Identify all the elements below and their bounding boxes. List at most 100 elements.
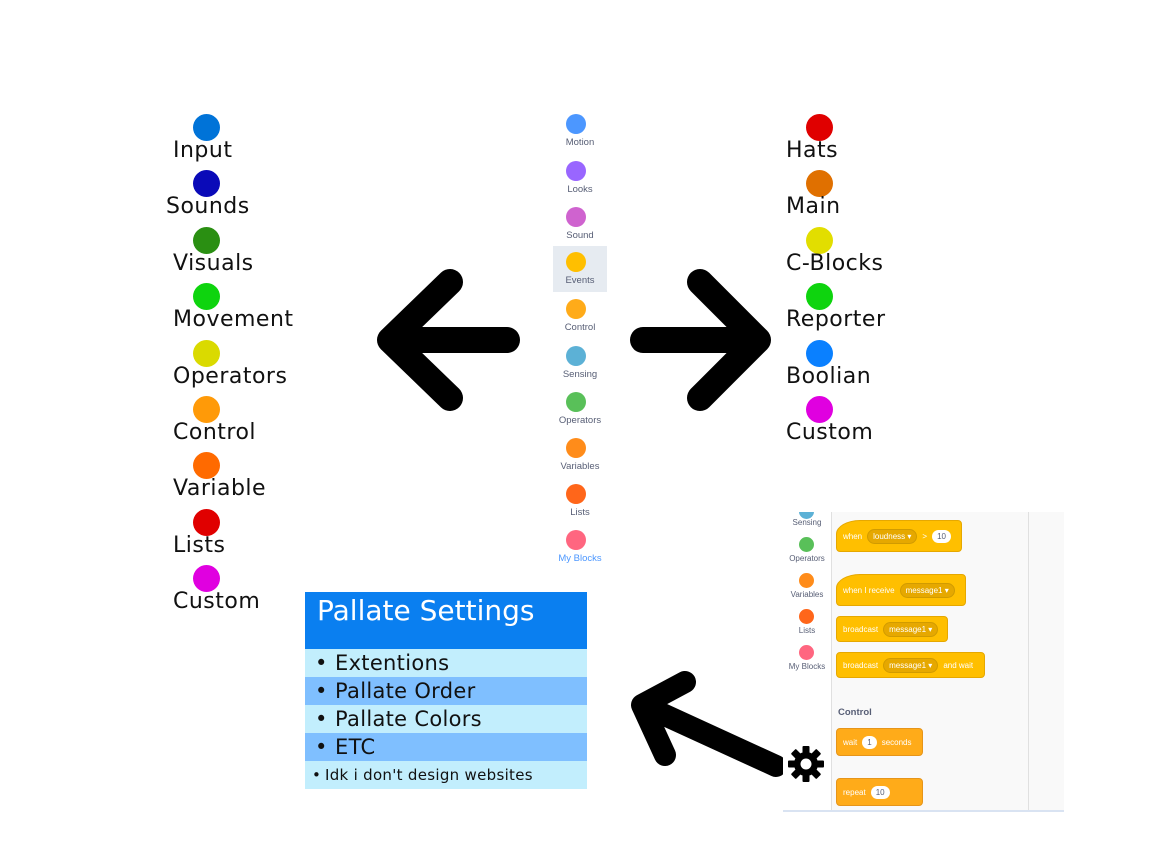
list-item-label: Reporter: [786, 307, 886, 333]
category-label: Variables: [560, 460, 600, 472]
list-item: Main: [786, 170, 946, 226]
block-text: broadcast: [843, 624, 879, 634]
list-item-label: Sounds: [166, 194, 250, 220]
right-arrow-icon: [630, 269, 771, 411]
bullet-icon: •: [315, 651, 328, 675]
category-sound[interactable]: Sound: [553, 203, 607, 249]
list-item-label: Lists: [173, 532, 226, 558]
settings-item-label: Extentions: [335, 651, 450, 675]
category-control[interactable]: Control: [553, 295, 607, 341]
list-item: Lists: [166, 508, 326, 565]
category-label: Lists: [570, 507, 590, 518]
settings-item-label: Pallate Colors: [335, 707, 482, 731]
repeat-block[interactable]: repeat 10: [836, 778, 923, 806]
color-dot-icon: [806, 226, 833, 254]
list-item: Custom: [786, 395, 946, 452]
settings-title: Pallate Settings: [305, 592, 587, 649]
loudness-dropdown[interactable]: loudness: [867, 528, 918, 544]
category-dot-icon: [799, 537, 814, 552]
color-dot-icon: [193, 565, 220, 593]
category-label: Sensing: [562, 368, 598, 380]
category-dot-icon: [566, 345, 586, 366]
list-item: Sounds: [166, 170, 326, 226]
list-item: Boolian: [786, 339, 946, 396]
settings-item-label: Pallate Order: [335, 679, 476, 703]
category-dot-icon: [799, 609, 814, 624]
settings-item-etc[interactable]: • ETC: [305, 733, 587, 761]
category-variables[interactable]: Variables: [553, 434, 607, 480]
color-dot-icon: [806, 170, 833, 198]
bullet-icon: •: [315, 679, 328, 703]
seconds-input[interactable]: 1: [862, 735, 877, 749]
category-events[interactable]: Events: [553, 246, 607, 292]
category-dot-icon: [799, 512, 814, 519]
category-label: Motion: [565, 137, 595, 148]
category-dot-icon: [799, 573, 814, 588]
list-item: Variable: [166, 452, 326, 508]
block-text: >: [922, 531, 928, 541]
message-dropdown[interactable]: message1: [883, 657, 939, 673]
bullet-icon: •: [312, 766, 322, 784]
gear-icon[interactable]: [786, 744, 826, 784]
control-section-heading: Control: [838, 707, 872, 718]
color-dot-icon: [193, 508, 220, 536]
block-palette: when loudness > 10 when I receive messag…: [832, 512, 1029, 810]
right-category-list: Hats Main C-Blocks Reporter Boolian Cust…: [786, 114, 946, 452]
list-item: Input: [166, 114, 326, 170]
list-item-label: Input: [173, 138, 233, 163]
category-label: Lists: [798, 626, 816, 635]
diagonal-arrow-icon: [631, 671, 787, 777]
list-item: Movement: [166, 283, 326, 339]
category-sensing[interactable]: Sensing: [553, 342, 607, 388]
category-label: Sound: [566, 229, 594, 241]
repeat-count-input[interactable]: 10: [870, 785, 890, 799]
color-dot-icon: [806, 114, 833, 141]
category-label: My Blocks: [558, 553, 602, 564]
list-item: Operators: [166, 339, 326, 396]
color-dot-icon: [193, 395, 220, 423]
category-looks[interactable]: Looks: [553, 157, 607, 203]
settings-item-extentions[interactable]: • Extentions: [305, 649, 587, 677]
category-operators[interactable]: Operators: [553, 388, 607, 434]
category-dot-icon: [566, 484, 586, 504]
category-label: Sensing: [792, 518, 822, 527]
category-label: Variables: [790, 590, 824, 599]
when-loudness-block[interactable]: when loudness > 10: [836, 520, 962, 552]
category-dot-icon: [566, 206, 586, 227]
script-area[interactable]: [1029, 512, 1064, 810]
color-dot-icon: [193, 226, 220, 254]
category-label: Looks: [567, 183, 593, 195]
category-lists[interactable]: Lists: [553, 480, 607, 526]
category-dot-icon: [799, 645, 814, 660]
category-dot-icon: [566, 114, 586, 134]
when-i-receive-block[interactable]: when I receive message1: [836, 574, 966, 606]
list-item-label: C-Blocks: [786, 250, 884, 276]
pallate-settings-panel: Pallate Settings • Extentions • Pallate Or…: [305, 592, 587, 789]
category-dot-icon: [566, 160, 586, 181]
list-item: C-Blocks: [786, 226, 946, 283]
message-dropdown[interactable]: message1: [883, 621, 939, 637]
list-item-label: Custom: [786, 419, 874, 445]
category-dot-icon: [566, 530, 586, 550]
block-text: broadcast: [843, 660, 879, 670]
settings-item-note[interactable]: • Idk i don't design websites: [305, 761, 587, 789]
wait-block[interactable]: wait 1 seconds: [836, 728, 923, 756]
category-my-blocks[interactable]: My Blocks: [553, 526, 607, 572]
broadcast-block[interactable]: broadcast message1: [836, 616, 948, 642]
color-dot-icon: [806, 283, 833, 311]
broadcast-and-wait-block[interactable]: broadcast message1 and wait: [836, 652, 985, 678]
category-motion[interactable]: Motion: [553, 110, 607, 156]
category-label: Operators: [789, 554, 825, 563]
left-arrow-icon: [377, 269, 520, 411]
list-item: Reporter: [786, 283, 946, 339]
settings-item-label: ETC: [335, 735, 376, 759]
category-label: Control: [564, 322, 596, 333]
list-item: Hats: [786, 114, 946, 170]
list-item-label: Hats: [786, 138, 839, 163]
settings-item-pallate-colors[interactable]: • Pallate Colors: [305, 705, 587, 733]
color-dot-icon: [193, 339, 220, 367]
message-dropdown[interactable]: message1: [899, 582, 955, 598]
settings-item-pallate-order[interactable]: • Pallate Order: [305, 677, 587, 705]
value-input[interactable]: 10: [932, 529, 951, 543]
category-dot-icon: [566, 299, 586, 319]
